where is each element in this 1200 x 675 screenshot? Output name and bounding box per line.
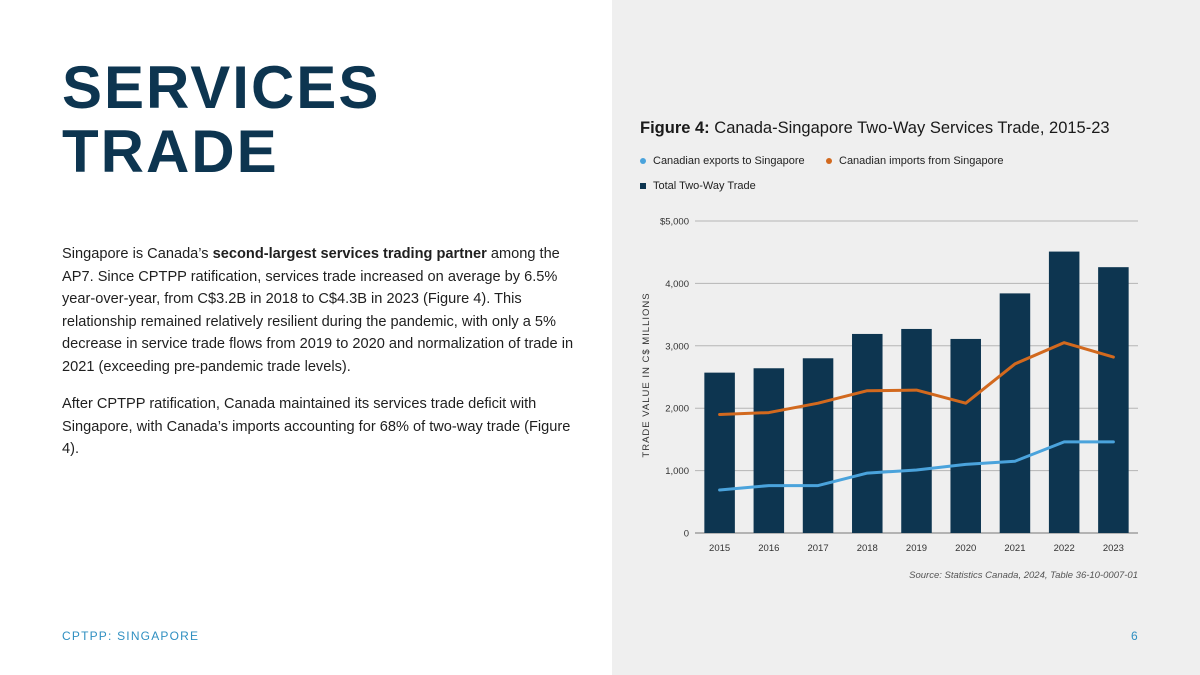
bar-total-trade [901,328,932,533]
legend-label-total: Total Two-Way Trade [653,180,756,192]
legend-label-imports: Canadian imports from Singapore [839,155,1004,167]
legend-marker-imports [826,158,832,164]
y-tick-label: $5,000 [660,217,689,228]
legend-item-imports: Canadian imports from Singapore [826,155,1003,167]
bar-layer [704,251,1129,534]
page-title-line-2: TRADE [62,118,279,185]
x-tick-label: 2023 [1103,543,1124,554]
y-tick-label: 4,000 [665,279,689,290]
x-tick-label: 2016 [758,543,779,554]
x-tick-label: 2015 [709,543,730,554]
line-exports [718,440,1115,492]
x-tick-label: 2020 [955,543,976,554]
figure-title: Figure 4: Canada-Singapore Two-Way Servi… [640,119,1110,138]
legend-marker-total [640,183,646,189]
paragraph-1-emphasis: second-largest services trading partner [212,246,487,262]
left-panel: SERVICES TRADE Singapore is Canada’s sec… [62,55,582,643]
bar-total-trade [753,368,785,533]
x-tick-label: 2017 [807,543,828,554]
figure-source: Source: Statistics Canada, 2024, Table 3… [909,570,1138,581]
page-number: 6 [1131,629,1138,643]
y-tick-label: 0 [684,529,689,540]
y-tick-label: 2,000 [665,404,689,415]
paragraph-1-pre: Singapore is Canada’s [62,246,213,262]
bar-total-trade [999,293,1031,533]
y-axis-label: TRADE VALUE IN C$ MILLIONS [641,292,652,457]
bar-total-trade [852,333,883,533]
axis-layer: 0 1,000 2,000 3,000 4,000 $5,000 2015 2016 2017 2… [660,217,1124,555]
y-tick-label: 1,000 [665,466,689,477]
paragraph-2: After CPTPP ratification, Canada maintai… [62,396,571,457]
legend-marker-exports [640,158,646,164]
x-tick-label: 2022 [1054,543,1075,554]
figure-title-text: Canada-Singapore Two-Way Services Trade,… [714,119,1110,137]
paragraph-1: Singapore is Canada’s second-largest ser… [62,243,582,378]
bar-total-trade [1048,251,1080,534]
legend-label-exports: Canadian exports to Singapore [653,155,805,167]
x-tick-label: 2021 [1004,543,1025,554]
bar-total-trade [704,372,735,533]
x-tick-label: 2018 [857,543,878,554]
footer-label: CPTPP: SINGAPORE [62,629,200,643]
legend-item-exports: Canadian exports to Singapore [640,155,805,167]
line-imports [718,341,1115,416]
paragraph-1-post: among the AP7. Since CPTPP ratification,… [62,246,574,375]
figure-label: Figure 4: [640,119,710,137]
bar-total-trade [802,358,834,533]
line-layer [718,341,1115,492]
x-tick-label: 2019 [906,543,927,554]
bar-total-trade [950,338,981,533]
page-title-line-1: SERVICES [62,54,381,121]
page-title: SERVICES TRADE [62,56,380,184]
bar-total-trade [1098,267,1129,533]
y-tick-label: 3,000 [665,341,689,352]
body-text: Singapore is Canada’s second-largest ser… [62,243,582,476]
legend-item-total: Total Two-Way Trade [640,180,756,192]
